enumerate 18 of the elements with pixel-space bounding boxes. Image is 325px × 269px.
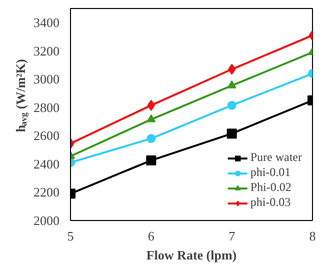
legend-label: phi-0.01 <box>250 165 291 180</box>
y-tick-label: 2400 <box>34 156 60 172</box>
y-tick-label: 3400 <box>34 15 60 30</box>
y-tick-label: 3000 <box>34 72 60 87</box>
y-tick-label: 2200 <box>34 184 60 200</box>
y-tick-label: 2800 <box>34 100 60 115</box>
legend-label: Pure water <box>250 150 302 165</box>
y-tick-label: 3200 <box>34 43 60 58</box>
legend-label: Phi-0.02 <box>250 180 292 195</box>
x-tick-label: 7 <box>228 228 236 244</box>
x-tick-label: 5 <box>67 228 74 244</box>
x-axis-title: Flow Rate (lpm) <box>146 248 237 262</box>
y-tick-label: 2000 <box>34 213 60 228</box>
y-axis-title: havg (W/m²K) <box>13 59 28 132</box>
legend-label: phi-0.03 <box>250 195 291 210</box>
y-tick-label: 2600 <box>34 128 60 144</box>
x-tick-label: 6 <box>148 228 155 244</box>
x-tick-label: 8 <box>309 228 316 244</box>
